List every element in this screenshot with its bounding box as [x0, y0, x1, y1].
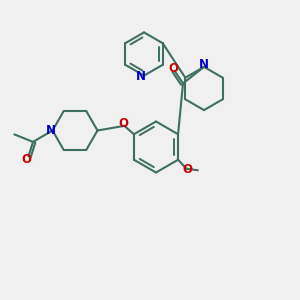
Text: N: N	[46, 124, 56, 137]
Text: N: N	[136, 70, 146, 83]
Text: O: O	[182, 163, 192, 176]
Text: O: O	[119, 117, 129, 130]
Text: O: O	[168, 62, 178, 75]
Text: N: N	[199, 58, 209, 71]
Text: O: O	[22, 153, 32, 166]
